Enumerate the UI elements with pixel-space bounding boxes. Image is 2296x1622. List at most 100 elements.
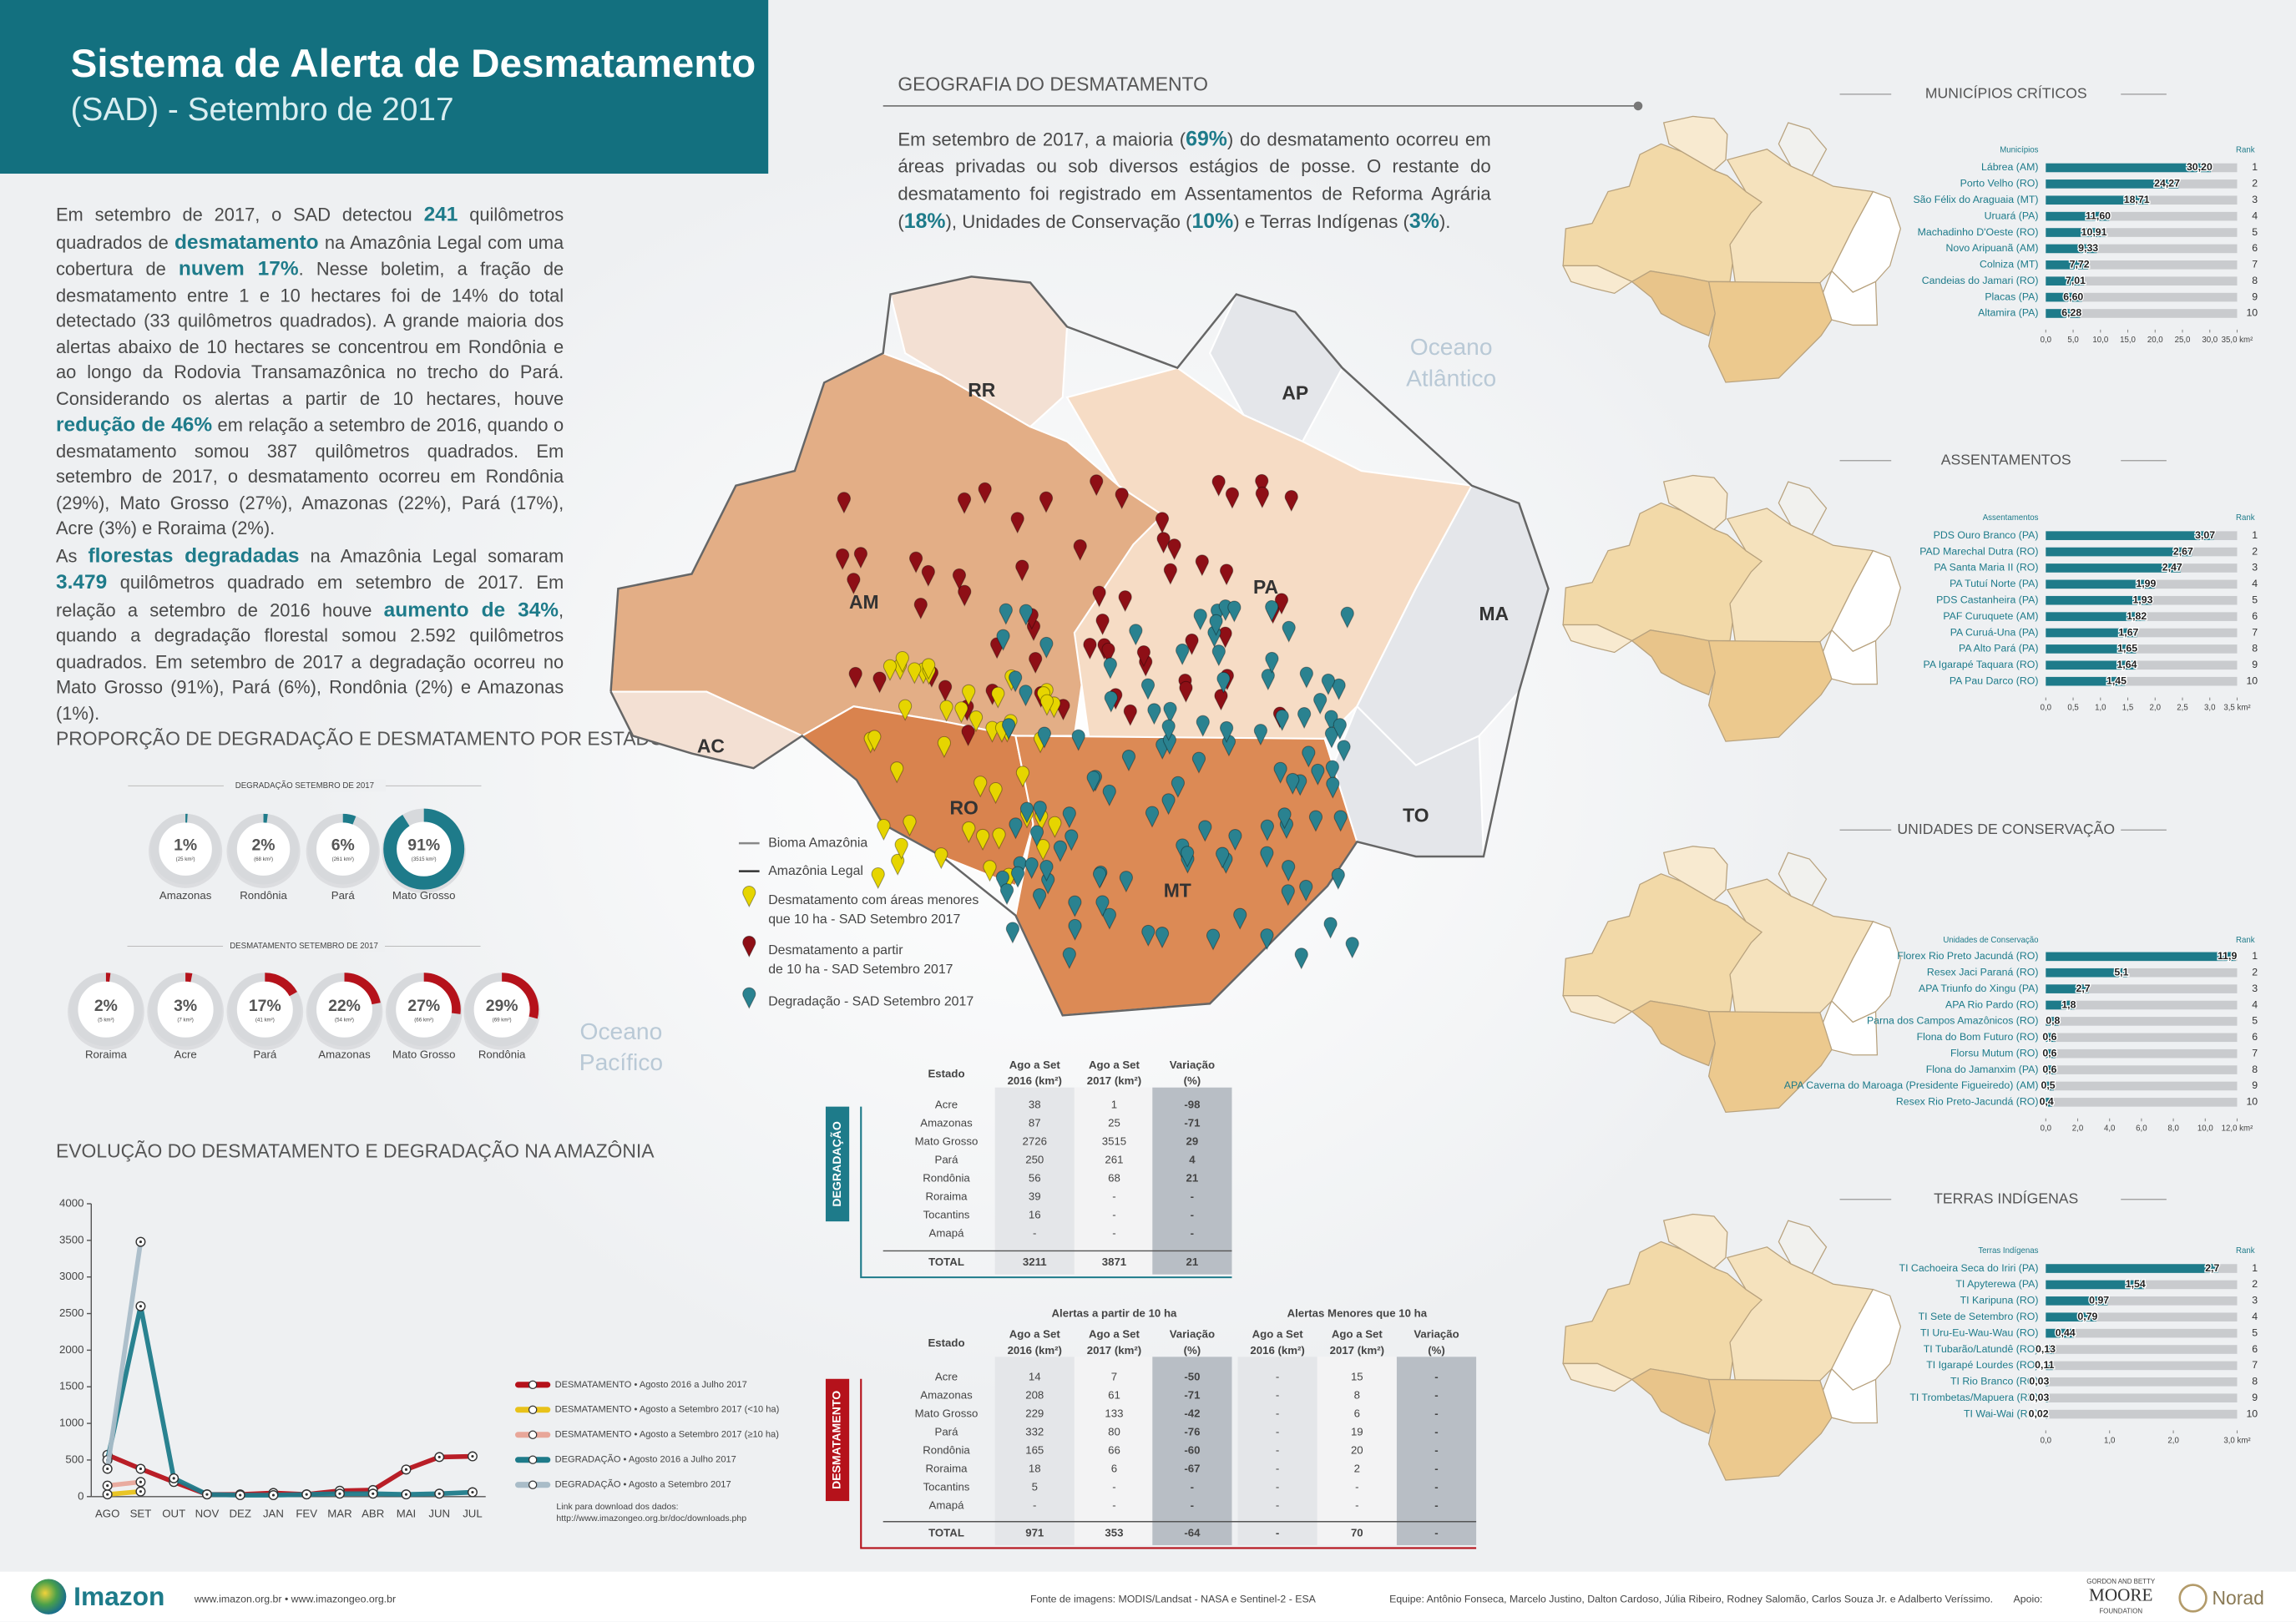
bar: [2046, 1264, 2218, 1273]
table-cell: 16: [1029, 1209, 1041, 1221]
table-cell: 332: [1025, 1426, 1044, 1438]
legend-pin: [742, 886, 756, 908]
table-cell: -: [1355, 1481, 1358, 1493]
alert-pin: [847, 573, 861, 595]
bar-track: [2046, 1361, 2238, 1371]
table-cell: 250: [1025, 1153, 1044, 1165]
table-cell: -60: [1184, 1444, 1200, 1457]
alert-pin: [1019, 604, 1033, 626]
title-bg: [1891, 1190, 2122, 1209]
ocean-label: Oceano: [1410, 333, 1493, 360]
alert-pin: [1009, 670, 1023, 693]
table-header: Variação: [1170, 1059, 1215, 1071]
bar: [2046, 968, 2127, 978]
table-total: TOTAL: [928, 1526, 964, 1539]
alert-pin: [1092, 867, 1107, 889]
table-cell: -: [1276, 1407, 1279, 1420]
x-tick-label: 35,0 km²: [2222, 336, 2253, 345]
alert-pin: [958, 584, 972, 607]
table-cell: 1: [1111, 1098, 1117, 1110]
bar: [2046, 163, 2212, 173]
legend-swatch-point: [528, 1480, 538, 1489]
table-cell: Mato Grosso: [915, 1134, 979, 1147]
table-header: Variação: [1414, 1327, 1459, 1340]
rank: 7: [2252, 1047, 2258, 1059]
alert-pin: [877, 819, 891, 841]
table-cell: Acre: [935, 1371, 958, 1383]
table-cell: -: [1191, 1227, 1194, 1240]
series-point-dot: [305, 1493, 308, 1496]
alert-pin: [1228, 829, 1242, 851]
legend-pin: [742, 987, 756, 1009]
alert-pin: [1214, 689, 1228, 711]
bar-track: [2046, 276, 2238, 285]
alert-pin: [898, 699, 913, 721]
mini-state: [1707, 1378, 1833, 1481]
table-cell: 38: [1029, 1098, 1041, 1110]
mini-map: [1562, 474, 1902, 742]
text-run: na Amazônia Legal somaram: [299, 545, 564, 566]
value-label: 11,60: [2086, 210, 2111, 221]
bar-track: [2046, 968, 2238, 978]
table-cell: 87: [1029, 1116, 1041, 1129]
alert-pin: [1260, 928, 1274, 951]
table-cell: -: [1276, 1481, 1279, 1493]
table-total: 70: [1351, 1526, 1363, 1539]
category-label: Altamira (PA): [1978, 307, 2038, 319]
y-tick-label: 3500: [59, 1233, 83, 1246]
rank: 2: [2252, 1278, 2258, 1290]
value-label: 6,28: [2061, 307, 2081, 319]
alert-pin: [1090, 474, 1104, 497]
donut-value: 22%: [328, 997, 361, 1015]
alert-pin: [1010, 512, 1024, 534]
bar-track: [2046, 1017, 2238, 1026]
mini-state: [1562, 265, 1633, 295]
donut-value: 17%: [249, 997, 281, 1015]
category-label: TI Karipuna (RO): [1960, 1295, 2039, 1306]
donut-category: Roraima: [85, 1048, 128, 1060]
state-label: RR: [968, 379, 996, 401]
table-header: (%): [1428, 1344, 1445, 1357]
category-label: PA Curuá-Una (PA): [1950, 626, 2039, 638]
subtitle-bg: [223, 940, 385, 952]
table-cell: 21: [1186, 1172, 1199, 1185]
alert-pin: [989, 782, 1003, 805]
category-label: Placas (PA): [1985, 291, 2038, 302]
rank: 6: [2252, 1031, 2258, 1043]
x-tick-label: NOV: [195, 1507, 220, 1519]
category-label: Uruará (PA): [1985, 210, 2039, 221]
table-total: 971: [1025, 1526, 1044, 1539]
bar: [2046, 1312, 2096, 1322]
table-column: [1317, 1357, 1397, 1545]
x-tick-label: FEV: [296, 1507, 317, 1519]
legend-label: Degradação - SAD Setembro 2017: [768, 995, 974, 1009]
donut-sublabel: (68 km²): [254, 856, 273, 862]
category-label: PDS Castanheira (PA): [1936, 594, 2038, 605]
legend-swatch-point: [528, 1455, 538, 1464]
alert-pin: [1294, 947, 1308, 970]
x-tick-label: OUT: [162, 1507, 185, 1519]
category-label: APA Rio Pardo (RO): [1945, 998, 2038, 1010]
bar: [2046, 1361, 2053, 1371]
value-label: 11,9: [2218, 950, 2237, 962]
subtitle-bg: [223, 780, 386, 792]
alert-pin: [1029, 652, 1043, 675]
category-label: TI Tubarão/Latundê (RO): [1924, 1343, 2039, 1355]
alert-pin: [1032, 888, 1047, 911]
x-tick-label: 1,0: [2104, 1436, 2116, 1445]
alert-pin: [1206, 928, 1221, 951]
table-cell: Tocantins: [923, 1481, 970, 1493]
category-label: TI Sete de Setembro (RO): [1919, 1311, 2039, 1322]
x-tick-label: 2,0: [2167, 1436, 2179, 1445]
y-tick-label: 1500: [59, 1380, 83, 1392]
alert-pin: [1102, 784, 1116, 806]
alert-pin: [1216, 671, 1231, 694]
table-column: [1237, 1357, 1317, 1545]
alert-pin: [974, 776, 988, 798]
series-point-dot: [471, 1454, 474, 1458]
alert-pin: [1024, 857, 1039, 880]
highlight: aumento de 34%: [383, 596, 559, 621]
donut-arc: [228, 813, 299, 885]
alert-pin: [1039, 694, 1054, 716]
bar-track: [2046, 1345, 2238, 1354]
